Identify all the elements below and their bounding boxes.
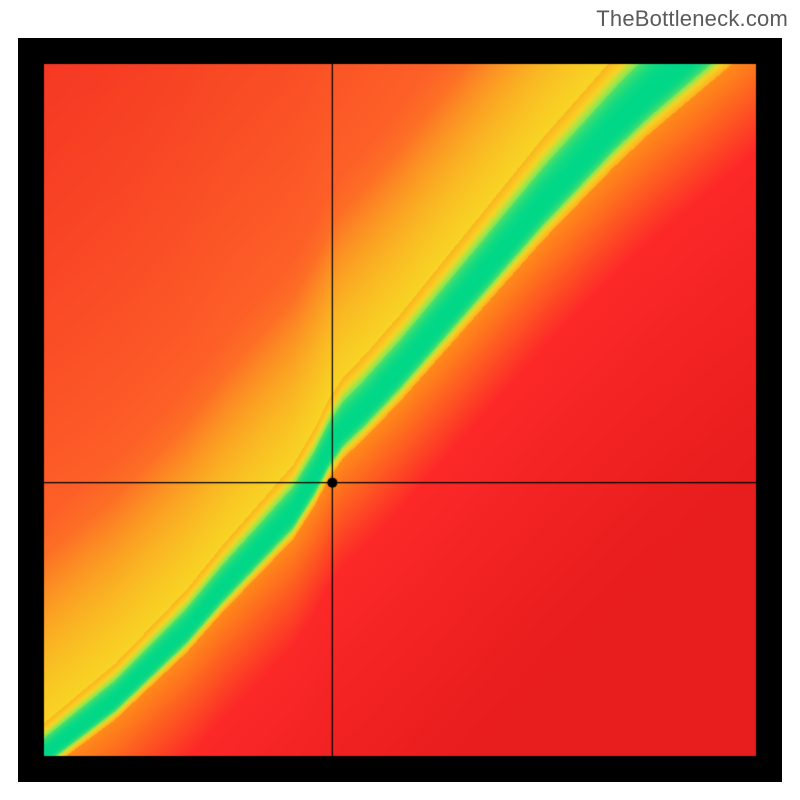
- heatmap-canvas: [18, 38, 782, 782]
- watermark-text: TheBottleneck.com: [596, 6, 788, 32]
- chart-frame: [18, 38, 782, 782]
- chart-container: TheBottleneck.com: [0, 0, 800, 800]
